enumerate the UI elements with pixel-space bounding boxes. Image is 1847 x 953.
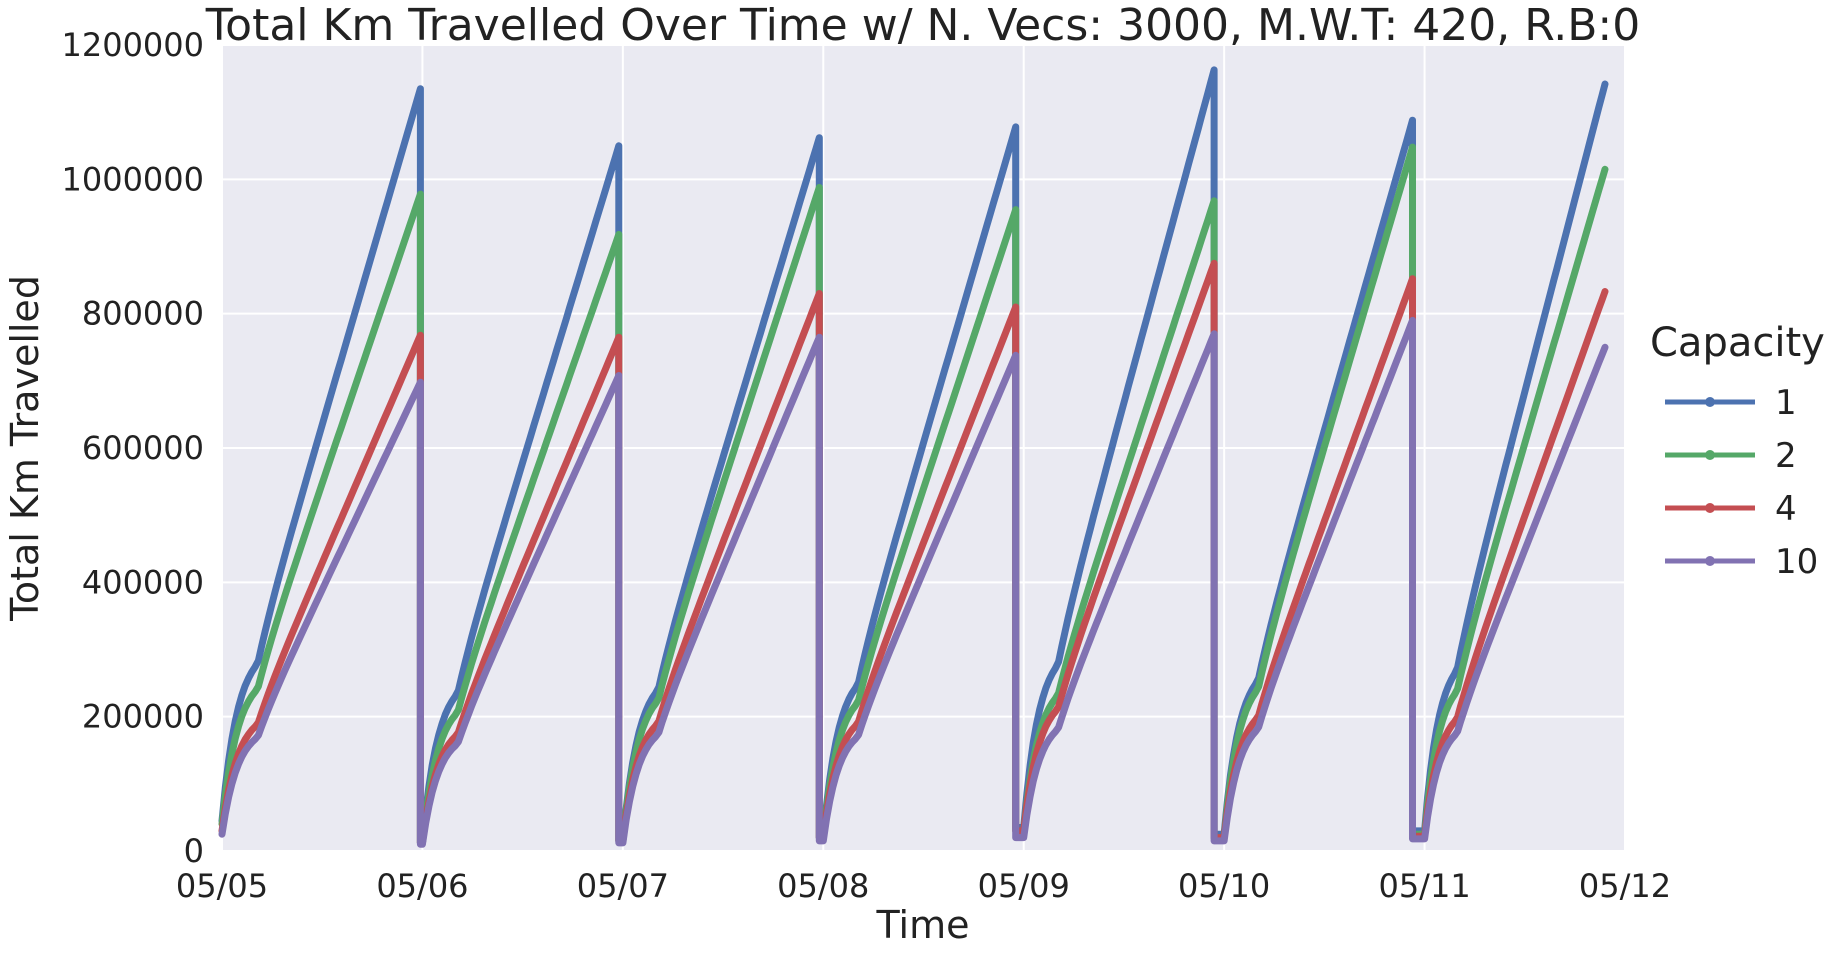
grid	[221, 44, 1626, 852]
series-1-line	[218, 66, 1609, 847]
legend-marker-10	[1705, 556, 1715, 566]
x-axis-label: Time	[876, 903, 970, 947]
series-layer	[218, 66, 1609, 848]
y-tick-label: 1000000	[61, 160, 204, 198]
ticks: 05/05 05/06 05/07 05/08 05/09 05/10 05/11 05/12…	[61, 26, 1671, 905]
legend-label-2: 2	[1775, 436, 1797, 476]
x-tick-label: 05/11	[1378, 867, 1470, 905]
legend-label-1: 1	[1775, 383, 1797, 423]
y-tick-label: 1200000	[61, 26, 204, 64]
legend-label-10: 10	[1775, 542, 1818, 582]
x-tick-label: 05/08	[777, 867, 869, 905]
legend-marker-1	[1705, 397, 1715, 407]
x-tick-label: 05/09	[978, 867, 1070, 905]
y-tick-label: 200000	[82, 698, 204, 736]
legend-marker-4	[1705, 503, 1715, 513]
y-tick-label: 800000	[82, 295, 204, 333]
series-10-line	[218, 316, 1609, 848]
series-4-line	[218, 259, 1609, 847]
x-tick-label: 05/10	[1178, 867, 1270, 905]
legend-title: Capacity	[1650, 320, 1825, 366]
x-tick-label: 05/05	[176, 867, 268, 905]
legend-label-4: 4	[1775, 489, 1797, 529]
x-tick-label: 05/12	[1579, 867, 1671, 905]
y-tick-label: 400000	[82, 563, 204, 601]
x-tick-label: 05/07	[577, 867, 669, 905]
y-tick-label: 0	[184, 832, 204, 870]
legend: Capacity 1 2 4 10	[1650, 320, 1825, 582]
legend-items: 1 2 4 10	[1665, 383, 1818, 582]
y-axis-label: Total Km Travelled	[3, 275, 47, 622]
x-tick-label: 05/06	[376, 867, 468, 905]
y-tick-label: 600000	[82, 429, 204, 467]
legend-marker-2	[1705, 450, 1715, 460]
chart-title: Total Km Travelled Over Time w/ N. Vecs:…	[205, 0, 1640, 51]
series-2-line	[218, 143, 1609, 847]
